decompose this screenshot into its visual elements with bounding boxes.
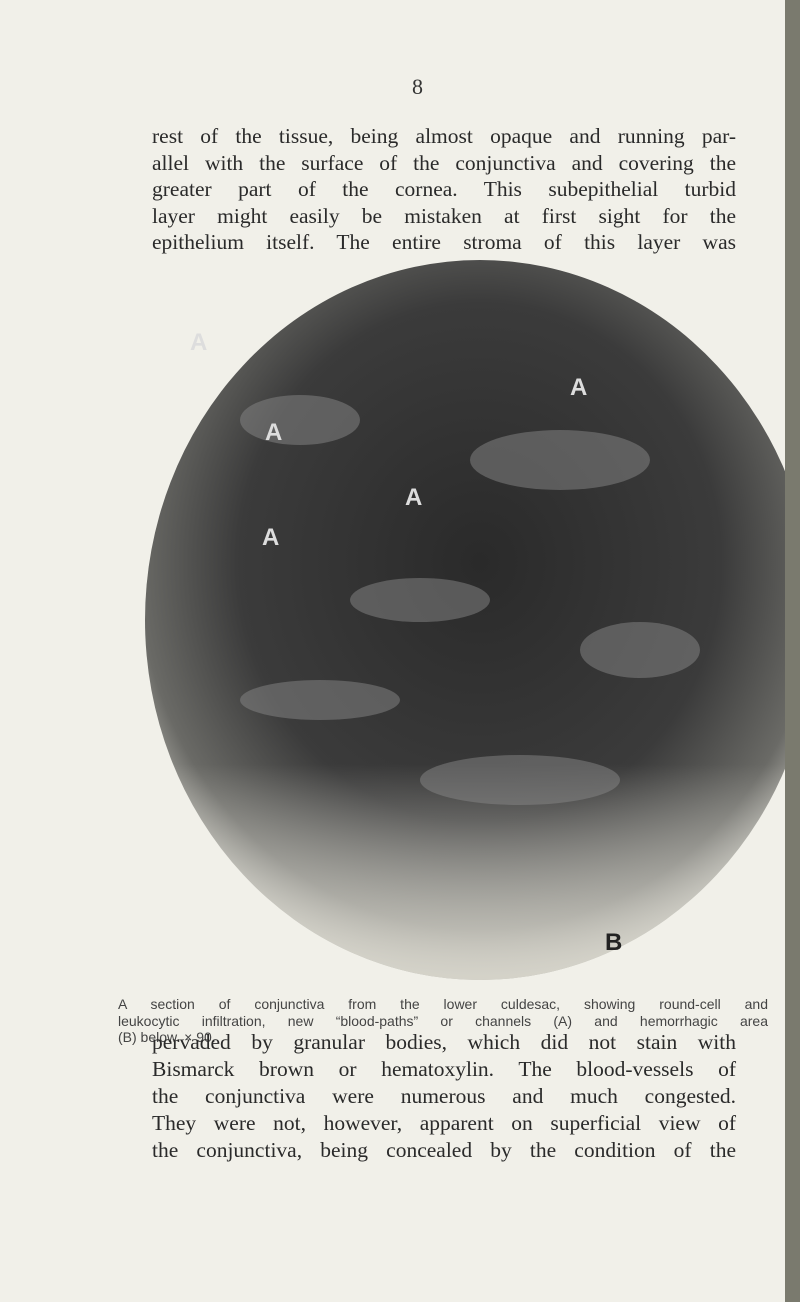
text-line: epithelium itself. The entire stroma of … [152, 230, 736, 254]
caption-line: leukocytic infiltration, new “blood-path… [118, 1012, 768, 1029]
figure-label: B [605, 929, 622, 956]
text-line: greater part of the cornea. This subepit… [152, 177, 736, 201]
text-line: layer might easily be mistaken at first … [152, 203, 736, 228]
figure-label: A [265, 419, 282, 446]
text-line: the conjunctiva, being concealed by the … [152, 1138, 736, 1162]
caption-line: A section of conjunctiva from the lower … [118, 996, 768, 1012]
page-number: 8 [412, 74, 423, 99]
text-line: Bismarck brown or hematoxylin. The blood… [152, 1057, 736, 1081]
text-line: They were not, however, apparent on supe… [152, 1111, 736, 1135]
scan-edge [785, 0, 800, 1302]
figure-label: A [190, 329, 207, 356]
figure-label: A [262, 524, 279, 551]
texture [240, 395, 700, 805]
micrograph-shade [145, 260, 800, 980]
text-line: rest of the tissue, being almost opaque … [152, 124, 736, 148]
text-line: the conjunctiva were numerous and much c… [152, 1084, 736, 1108]
text-line: pervaded by granular bodies, which did n… [152, 1030, 736, 1054]
figure-label: A [405, 484, 422, 511]
text-line: allel with the surface of the conjunctiv… [152, 150, 736, 175]
caption-line: (B) below. × 90. [118, 1029, 216, 1045]
figure-label: A [570, 374, 587, 401]
